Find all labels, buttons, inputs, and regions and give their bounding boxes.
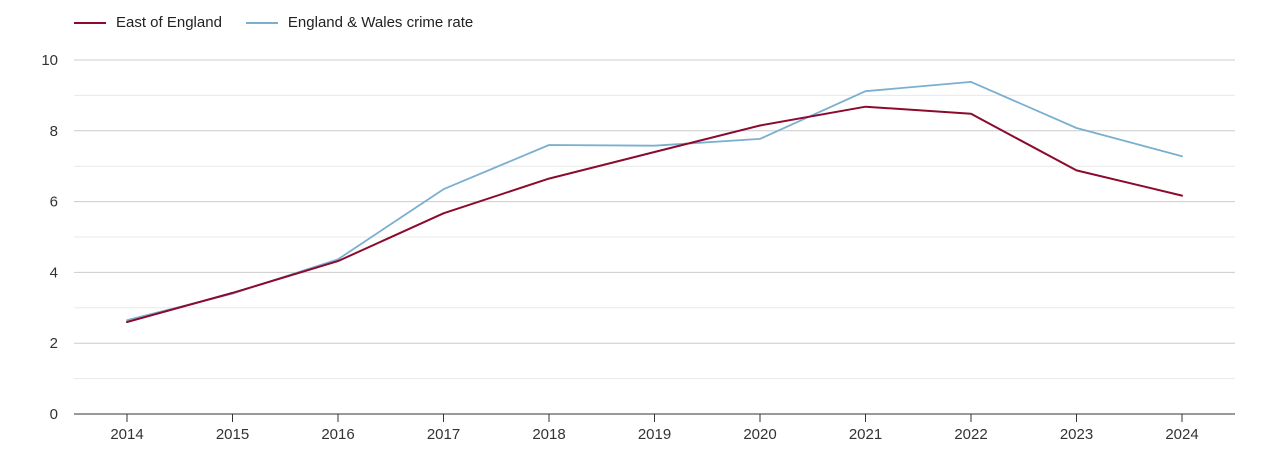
legend-swatch-england-wales xyxy=(245,21,278,24)
y-axis: 0 2 4 6 8 10 xyxy=(41,52,58,423)
x-tick-label: 2018 xyxy=(532,426,565,443)
x-tick-label: 2020 xyxy=(743,426,776,443)
x-tick-label: 2019 xyxy=(638,426,671,443)
legend-item-east-of-england[interactable]: East of England xyxy=(74,14,222,31)
x-tick-label: 2016 xyxy=(321,426,354,443)
x-axis: 2014 2015 2016 2017 2018 2019 2020 2021 2022 2023… xyxy=(110,414,1199,443)
series-line-england-wales-crime-rate[interactable] xyxy=(126,81,1183,322)
x-tick-label: 2014 xyxy=(110,426,143,443)
y-tick-label: 8 xyxy=(50,123,58,140)
legend-item-england-wales[interactable]: England & Wales crime rate xyxy=(245,14,474,31)
x-tick-label: 2023 xyxy=(1060,426,1093,443)
y-tick-label: 4 xyxy=(50,264,58,281)
x-tick-label: 2024 xyxy=(1165,426,1198,443)
y-tick-label: 0 xyxy=(50,406,58,423)
series-lines xyxy=(126,81,1183,323)
y-tick-label: 10 xyxy=(41,52,58,69)
legend-label-east-of-england: East of England xyxy=(116,14,222,31)
x-tick-label: 2022 xyxy=(954,426,987,443)
gridlines xyxy=(74,59,1235,415)
legend-label-england-wales: England & Wales crime rate xyxy=(287,14,474,31)
x-tick-label: 2017 xyxy=(427,426,460,443)
y-tick-label: 6 xyxy=(50,194,58,211)
series-line-east-of-england[interactable] xyxy=(126,105,1183,323)
y-tick-label: 2 xyxy=(50,335,58,352)
legend-swatch-east-of-england xyxy=(74,21,106,24)
x-tick-label: 2021 xyxy=(849,426,882,443)
x-tick-label: 2015 xyxy=(216,426,249,443)
legend: East of England England & Wales crime ra… xyxy=(74,14,497,31)
